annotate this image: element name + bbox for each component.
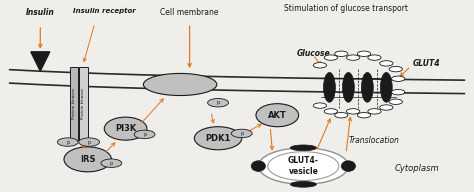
Ellipse shape [341,161,356,171]
Circle shape [357,113,371,118]
Circle shape [389,99,402,104]
Ellipse shape [251,161,265,171]
Ellipse shape [290,145,317,151]
Ellipse shape [194,127,242,150]
Ellipse shape [361,73,374,102]
Text: p: p [66,140,69,145]
Circle shape [380,61,393,66]
Circle shape [380,105,393,110]
Ellipse shape [290,181,317,187]
Circle shape [368,109,381,114]
Text: Cell membrane: Cell membrane [160,8,219,17]
Text: GLUT4-
vesicle: GLUT4- vesicle [288,156,319,176]
Circle shape [389,66,402,72]
Circle shape [392,76,405,81]
Ellipse shape [323,73,335,102]
Text: GLUT4: GLUT4 [412,59,440,68]
Circle shape [268,152,339,180]
Text: PDK1: PDK1 [205,134,231,143]
Text: IRS: IRS [80,155,95,164]
Text: AKT: AKT [268,111,287,120]
Text: Translocation: Translocation [349,136,400,145]
Ellipse shape [342,73,354,102]
Circle shape [208,98,228,107]
Circle shape [101,159,122,167]
Text: Stimulation of glucose transport: Stimulation of glucose transport [284,4,408,13]
Bar [79,67,88,140]
Text: PI3K: PI3K [115,124,136,133]
Circle shape [335,51,348,56]
Bar [70,67,78,140]
Text: Insulin receptor: Insulin receptor [73,8,136,14]
Ellipse shape [380,73,392,102]
Text: Glucose: Glucose [296,49,330,58]
Text: p: p [240,131,243,136]
Ellipse shape [256,104,299,127]
Ellipse shape [104,117,147,140]
Circle shape [313,103,327,108]
Polygon shape [31,52,50,71]
Circle shape [324,109,337,114]
Text: Cytoplasm: Cytoplasm [395,165,439,173]
Circle shape [324,55,337,60]
Text: p: p [110,161,113,166]
Circle shape [231,129,252,138]
Circle shape [335,113,348,118]
Ellipse shape [143,74,217,96]
Text: p: p [217,100,219,105]
Text: p: p [143,132,146,137]
Circle shape [313,63,327,68]
Text: Insulin: Insulin [26,8,55,17]
Circle shape [368,55,381,60]
Circle shape [357,51,371,56]
Text: Protein kinases: Protein kinases [72,88,76,119]
Circle shape [79,138,100,146]
Ellipse shape [64,147,111,172]
Circle shape [392,89,405,95]
Circle shape [258,148,348,184]
Text: PIP2→ PIP3: PIP2→ PIP3 [158,81,202,88]
Circle shape [346,55,360,60]
Circle shape [134,130,155,139]
Circle shape [346,109,360,114]
Text: p: p [88,140,91,145]
Text: Protein kinases: Protein kinases [82,88,85,119]
Circle shape [57,138,78,146]
